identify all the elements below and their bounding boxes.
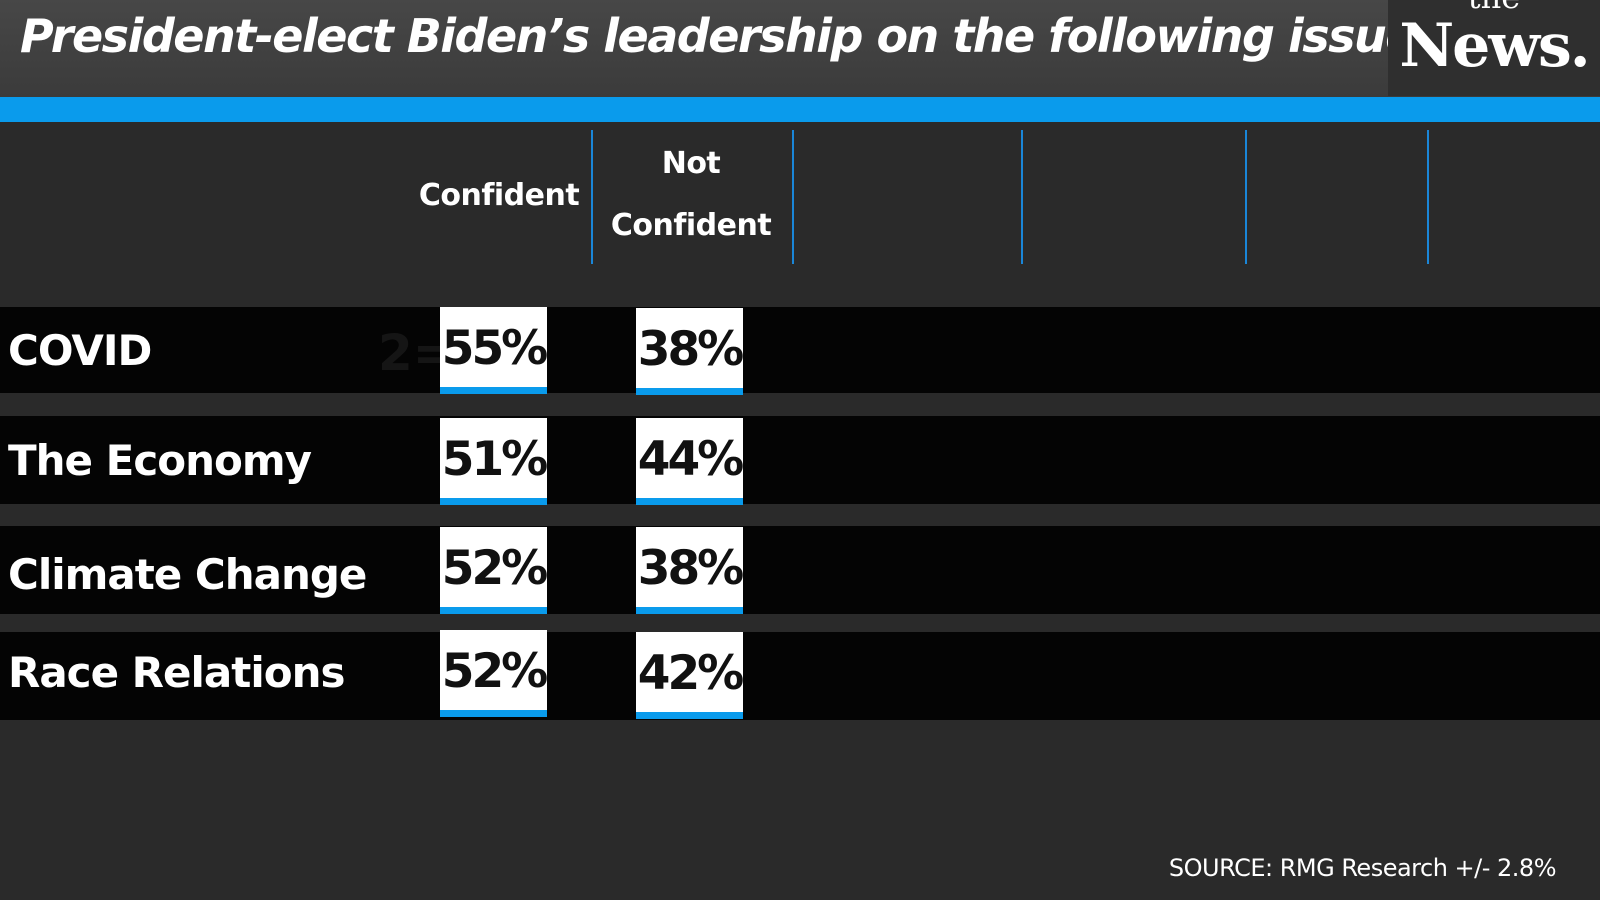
column-divider [1245, 130, 1247, 264]
header-bar: President-elect Biden’s leadership on th… [0, 0, 1600, 97]
row-label-covid: COVID [8, 326, 152, 375]
confident-cell: 52% [440, 527, 549, 614]
column-divider [1021, 130, 1023, 264]
not-confident-cell: 44% [636, 418, 745, 505]
table-row [0, 416, 1600, 504]
not-confident-cell: 38% [636, 308, 745, 395]
accent-bar [0, 97, 1600, 122]
column-header-not-line1: Not [661, 146, 721, 181]
not-confident-cell: 38% [636, 527, 745, 614]
column-divider [1427, 130, 1429, 264]
logo-line-the: the [1388, 0, 1600, 13]
column-divider [591, 130, 593, 264]
value-label: 42% [637, 646, 745, 701]
confident-cell: 52% [440, 630, 549, 717]
news-logo: the News. [1388, 0, 1600, 96]
table-row [0, 632, 1600, 720]
value-label: 52% [441, 541, 549, 596]
table-row [0, 307, 1600, 393]
value-label: 55% [441, 321, 549, 376]
logo-line-news: News. [1399, 11, 1590, 81]
confident-cell: 51% [440, 418, 549, 505]
source-note: SOURCE: RMG Research +/- 2.8% [1168, 854, 1557, 882]
table-row [0, 526, 1600, 614]
value-label: 51% [441, 432, 549, 487]
value-label: 44% [637, 432, 745, 487]
not-confident-cell: 42% [636, 632, 745, 719]
value-label: 38% [637, 322, 745, 377]
confident-cell: 55% [440, 307, 549, 394]
column-header-not-line2: Confident [610, 208, 772, 243]
row-label-economy: The Economy [8, 436, 312, 485]
value-label: 52% [441, 644, 549, 699]
column-divider [792, 130, 794, 264]
value-label: 38% [637, 541, 745, 596]
row-label-climate: Climate Change [8, 550, 367, 599]
row-label-race: Race Relations [8, 648, 345, 697]
page-title: President-elect Biden’s leadership on th… [20, 9, 1459, 63]
column-header-confident: Confident [418, 178, 580, 213]
